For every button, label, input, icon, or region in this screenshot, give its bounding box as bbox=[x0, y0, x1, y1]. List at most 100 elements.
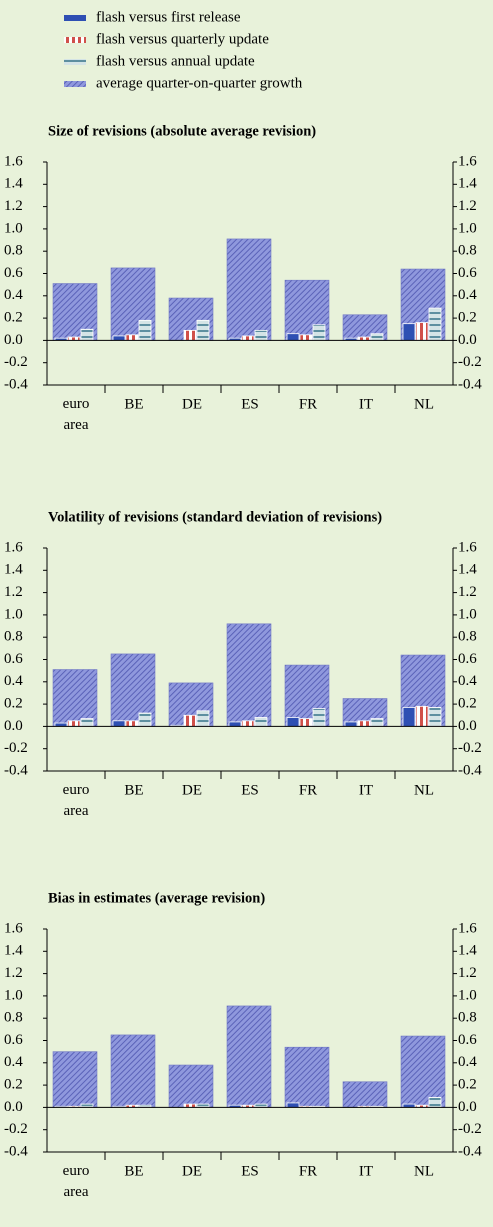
growth-bar bbox=[52, 669, 98, 727]
y-tick-label: 0.6 bbox=[4, 265, 23, 281]
growth-bar bbox=[168, 1064, 214, 1108]
revision-bar bbox=[241, 335, 255, 341]
growth-bar bbox=[400, 1035, 446, 1108]
x-tick-label: ES bbox=[241, 1163, 259, 1179]
x-tick-label: IT bbox=[359, 1163, 373, 1179]
y-tick-label: 0.2 bbox=[4, 310, 23, 326]
revision-bar bbox=[286, 1102, 300, 1108]
y2-tick-label: 1.2 bbox=[458, 584, 477, 600]
y2-tick-label: 0.6 bbox=[458, 651, 477, 667]
y2-tick-label: 0.2 bbox=[458, 696, 477, 712]
y2-tick-label: 1.6 bbox=[458, 539, 477, 555]
x-tick-label: euro area bbox=[63, 396, 90, 433]
y2-tick-label: 0.8 bbox=[458, 629, 477, 645]
y-tick-label: -0.4 bbox=[4, 1143, 28, 1159]
legend-swatch bbox=[64, 37, 86, 43]
x-tick-label: ES bbox=[241, 782, 259, 798]
growth-bar bbox=[284, 1046, 330, 1108]
y-tick-label: 1.6 bbox=[4, 153, 23, 169]
x-tick-label: FR bbox=[299, 396, 317, 412]
x-tick-label: FR bbox=[299, 782, 317, 798]
revision-bar bbox=[254, 1103, 268, 1108]
revision-bar bbox=[67, 336, 81, 341]
y-tick-label: 1.6 bbox=[4, 539, 23, 555]
chart-title: Size of revisions (absolute average revi… bbox=[48, 123, 316, 139]
y2-tick-label: 1.6 bbox=[458, 153, 477, 169]
legend-swatch bbox=[64, 59, 86, 65]
revision-bar bbox=[286, 717, 300, 727]
x-tick-label: NL bbox=[414, 396, 434, 412]
y2-tick-label: 0.8 bbox=[458, 1010, 477, 1026]
revision-bar bbox=[196, 710, 210, 727]
x-tick-label: ES bbox=[241, 396, 259, 412]
y2-tick-label: 1.0 bbox=[458, 987, 477, 1003]
y2-tick-label: 0.0 bbox=[458, 718, 477, 734]
revision-bar bbox=[228, 721, 242, 727]
revision-bar bbox=[357, 336, 371, 341]
growth-bar bbox=[110, 1034, 156, 1108]
revision-bar bbox=[402, 707, 416, 727]
chart-title: Bias in estimates (average revision) bbox=[48, 890, 265, 906]
revision-bar bbox=[241, 720, 255, 727]
y-tick-label: -0.2 bbox=[4, 354, 28, 370]
y2-tick-label: 0.4 bbox=[458, 673, 477, 689]
revision-bar bbox=[286, 333, 300, 341]
y2-tick-label: 0.4 bbox=[458, 287, 477, 303]
y2-tick-label: 1.2 bbox=[458, 965, 477, 981]
y-tick-label: 0.4 bbox=[4, 1054, 23, 1070]
y-tick-label: 1.2 bbox=[4, 584, 23, 600]
x-tick-label: BE bbox=[124, 782, 143, 798]
y2-tick-label: 1.4 bbox=[458, 176, 477, 192]
growth-bar bbox=[52, 1051, 98, 1108]
revision-bar bbox=[183, 329, 197, 341]
revision-bar bbox=[112, 720, 126, 727]
y-tick-label: 1.6 bbox=[4, 920, 23, 936]
y-tick-label: 1.0 bbox=[4, 987, 23, 1003]
legend-swatch bbox=[64, 15, 86, 21]
x-tick-label: IT bbox=[359, 396, 373, 412]
y2-tick-label: 1.2 bbox=[458, 198, 477, 214]
y-tick-label: -0.4 bbox=[4, 762, 28, 778]
revision-bar bbox=[125, 334, 139, 341]
x-tick-label: NL bbox=[414, 1163, 434, 1179]
revision-bar bbox=[312, 324, 326, 341]
growth-bar bbox=[226, 623, 272, 727]
revision-bar bbox=[54, 722, 68, 727]
y2-tick-label: 0.2 bbox=[458, 1077, 477, 1093]
x-tick-label: euro area bbox=[63, 1163, 90, 1200]
revision-bar bbox=[125, 720, 139, 727]
revision-bar bbox=[196, 1103, 210, 1108]
y2-tick-label: 0.6 bbox=[458, 1032, 477, 1048]
y2-tick-label: 1.6 bbox=[458, 920, 477, 936]
y2-tick-label: 0.4 bbox=[458, 1054, 477, 1070]
y-tick-label: 0.4 bbox=[4, 673, 23, 689]
y2-tick-label: 1.4 bbox=[458, 562, 477, 578]
y-tick-label: 0.6 bbox=[4, 651, 23, 667]
y-tick-label: 1.0 bbox=[4, 220, 23, 236]
y-tick-label: 1.4 bbox=[4, 176, 23, 192]
revision-bar bbox=[67, 720, 81, 727]
y-tick-label: 0.8 bbox=[4, 629, 23, 645]
y2-tick-label: 1.0 bbox=[458, 220, 477, 236]
x-tick-label: IT bbox=[359, 782, 373, 798]
y-tick-label: 1.4 bbox=[4, 562, 23, 578]
legend-label: average quarter-on-quarter growth bbox=[96, 75, 303, 91]
y-tick-label: 1.2 bbox=[4, 198, 23, 214]
y-tick-label: 0.2 bbox=[4, 1077, 23, 1093]
legend-swatch bbox=[64, 81, 86, 87]
y2-tick-label: 0.8 bbox=[458, 243, 477, 259]
revision-bar bbox=[299, 718, 313, 727]
revision-bar bbox=[415, 705, 429, 727]
legend-label: flash versus first release bbox=[96, 9, 241, 25]
y-tick-label: 0.0 bbox=[4, 332, 23, 348]
legend-label: flash versus quarterly update bbox=[96, 31, 269, 47]
chart-title: Volatility of revisions (standard deviat… bbox=[48, 509, 382, 525]
x-tick-label: BE bbox=[124, 396, 143, 412]
x-tick-label: DE bbox=[182, 782, 202, 798]
revision-bar bbox=[428, 707, 442, 727]
y2-tick-label: -0.2 bbox=[458, 740, 482, 756]
revision-bar bbox=[183, 714, 197, 727]
revision-bar bbox=[196, 319, 210, 341]
revision-bar bbox=[299, 334, 313, 341]
